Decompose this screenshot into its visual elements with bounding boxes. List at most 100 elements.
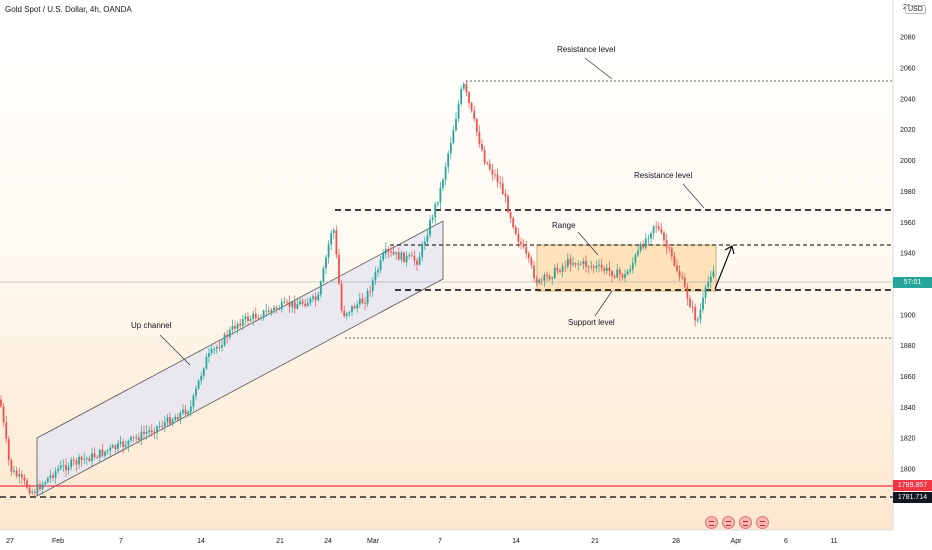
- candle-body: [140, 431, 143, 441]
- chart-title: Gold Spot / U.S. Dollar, 4h, OANDA: [5, 5, 132, 14]
- candle-body: [122, 441, 125, 447]
- candle-body: [369, 290, 372, 292]
- candle-body: [507, 196, 509, 213]
- x-tick-label: 24: [324, 538, 332, 545]
- candle-body: [236, 323, 239, 329]
- candle-body: [260, 317, 262, 319]
- candle-body: [462, 83, 465, 89]
- time-axis[interactable]: [0, 530, 932, 550]
- candle-body: [218, 347, 221, 348]
- candle-body: [387, 248, 390, 252]
- candle-body: [0, 399, 2, 407]
- candle-body: [577, 263, 580, 265]
- candle-body: [101, 449, 104, 456]
- candle-body: [241, 319, 244, 326]
- candle-body: [434, 204, 437, 218]
- candle-body: [161, 426, 164, 427]
- y-tick-label: 1880: [900, 343, 916, 350]
- currency-button[interactable]: USD: [905, 5, 926, 14]
- candle-body: [663, 232, 665, 241]
- candle-body: [595, 265, 598, 268]
- current-price-tag: 57:01: [893, 277, 932, 288]
- resistance-lower-pointer: [682, 183, 705, 209]
- projection-arrowhead: [724, 245, 735, 255]
- candle-body: [130, 436, 132, 441]
- candle-body: [377, 270, 379, 273]
- economic-event-icon[interactable]: [705, 516, 718, 529]
- candle-body: [257, 318, 260, 320]
- candle-body: [239, 323, 242, 326]
- candle-body: [457, 103, 460, 119]
- candle-body: [83, 458, 86, 460]
- candle-body: [449, 142, 452, 154]
- candle-body: [413, 255, 416, 261]
- candle-body: [699, 309, 702, 320]
- candle-body: [460, 88, 463, 104]
- candle-body: [418, 257, 421, 265]
- candle-body: [143, 431, 145, 434]
- candle-body: [309, 298, 312, 304]
- candle-body: [613, 276, 616, 278]
- candle-body: [293, 301, 296, 309]
- candle-body: [343, 310, 346, 316]
- candle-body: [148, 430, 151, 433]
- candle-body: [678, 271, 681, 277]
- candle-body: [46, 477, 49, 483]
- y-tick-label: 2000: [900, 158, 916, 165]
- candle-body: [351, 306, 353, 313]
- candle-body: [512, 218, 515, 228]
- candle-body: [192, 395, 195, 407]
- candle-body: [215, 347, 218, 349]
- candle-body: [473, 110, 476, 120]
- candle-body: [631, 262, 634, 270]
- candle-body: [478, 131, 481, 145]
- y-tick-label: 1960: [900, 220, 916, 227]
- candle-body: [44, 482, 47, 485]
- candle-body: [403, 252, 405, 263]
- candle-body: [390, 251, 392, 253]
- candle-body: [265, 310, 268, 312]
- candle-body: [665, 240, 668, 248]
- support-level-label: Support level: [568, 318, 615, 327]
- candle-body: [421, 244, 424, 258]
- x-tick-label: Feb: [52, 538, 64, 545]
- price-axis[interactable]: [893, 0, 932, 530]
- candle-body: [353, 306, 356, 309]
- economic-event-icon[interactable]: [756, 516, 769, 529]
- economic-event-icon[interactable]: [722, 516, 735, 529]
- candle-body: [174, 416, 177, 420]
- candle-body: [127, 440, 130, 446]
- candle-body: [364, 302, 366, 304]
- candle-body: [189, 406, 192, 412]
- x-tick-label: 7: [438, 538, 442, 545]
- candle-body: [366, 290, 369, 304]
- candle-body: [488, 163, 491, 170]
- resistance-upper-label: Resistance level: [557, 45, 615, 54]
- candle-body: [707, 282, 710, 288]
- y-tick-label: 2020: [900, 127, 916, 134]
- candle-body: [683, 277, 686, 288]
- candle-body: [296, 304, 299, 309]
- candle-body: [10, 459, 13, 472]
- projection-arrow: [714, 245, 733, 290]
- candle-body: [561, 266, 564, 272]
- candle-body: [600, 264, 603, 269]
- candle-body: [291, 301, 294, 307]
- candle-body: [592, 266, 595, 268]
- candle-body: [436, 202, 439, 205]
- candle-body: [150, 430, 153, 433]
- candle-body: [252, 313, 255, 319]
- candle-body: [119, 441, 122, 444]
- candle-body: [114, 445, 117, 450]
- candle-body: [605, 267, 608, 271]
- candle-body: [655, 226, 658, 228]
- candle-body: [338, 255, 340, 284]
- resistance-upper-pointer: [584, 57, 613, 80]
- candle-body: [673, 256, 676, 266]
- economic-event-icon[interactable]: [739, 516, 752, 529]
- candle-body: [137, 437, 140, 441]
- candle-body: [405, 255, 408, 263]
- candle-body: [59, 465, 62, 469]
- candle-body: [327, 244, 330, 258]
